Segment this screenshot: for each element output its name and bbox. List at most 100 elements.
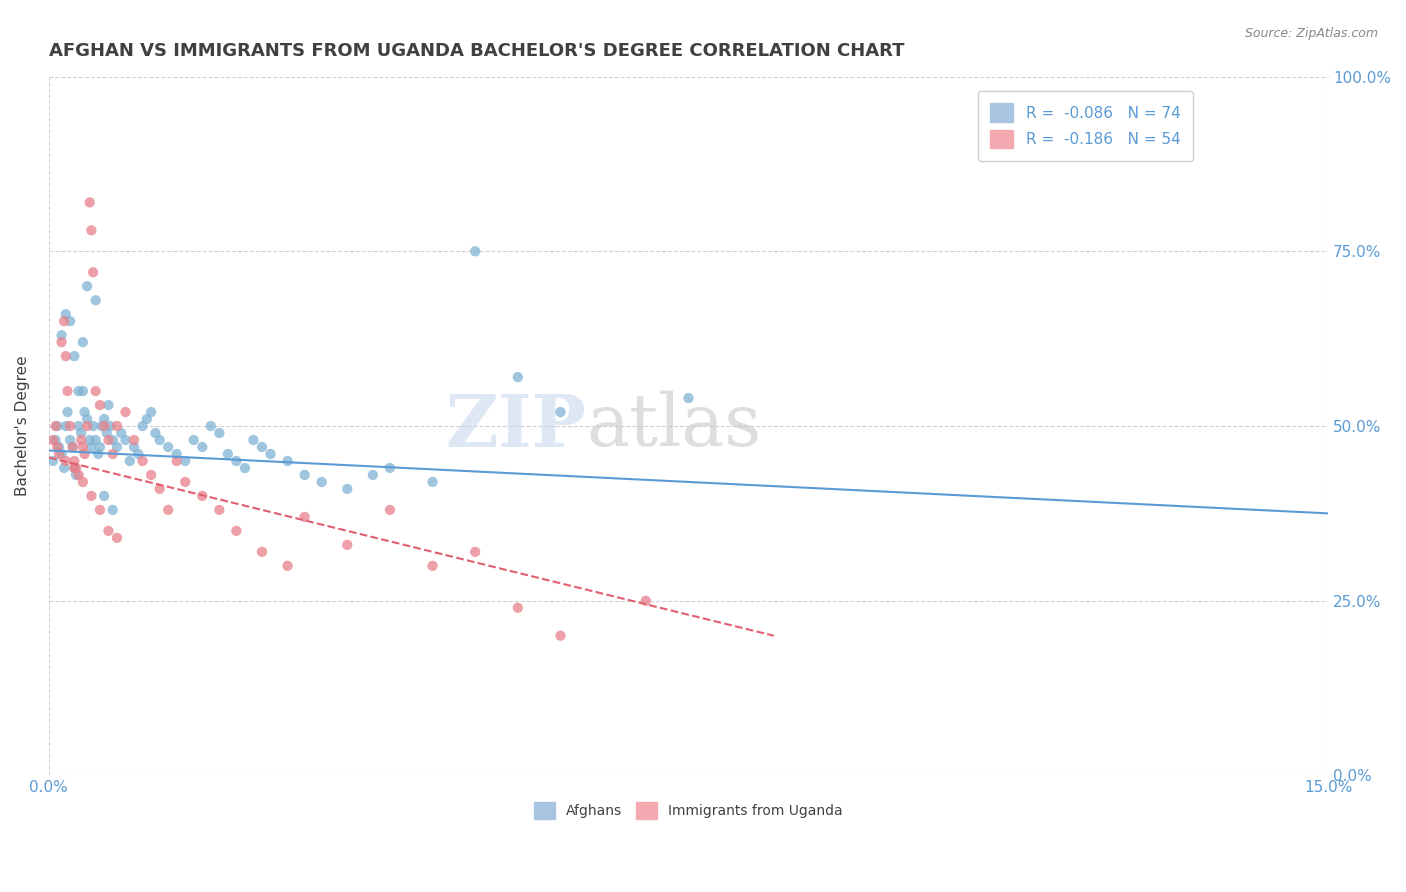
Point xyxy=(80,440,103,454)
Point xyxy=(225,524,247,538)
Point xyxy=(191,489,214,503)
Point xyxy=(105,419,128,434)
Point xyxy=(62,440,84,454)
Point xyxy=(422,475,444,489)
Point xyxy=(98,419,121,434)
Point xyxy=(56,405,79,419)
Point xyxy=(42,454,65,468)
Point xyxy=(45,433,67,447)
Point xyxy=(55,349,77,363)
Point xyxy=(72,384,94,398)
Point xyxy=(93,419,115,434)
Point xyxy=(422,558,444,573)
Point xyxy=(90,419,112,434)
Point xyxy=(82,265,104,279)
Point xyxy=(67,467,90,482)
Text: ZIP: ZIP xyxy=(446,391,586,461)
Point xyxy=(82,419,104,434)
Point xyxy=(378,503,401,517)
Point xyxy=(122,433,145,447)
Point xyxy=(157,440,180,454)
Point xyxy=(84,433,107,447)
Point xyxy=(73,447,96,461)
Point xyxy=(55,419,77,434)
Point xyxy=(200,419,222,434)
Point xyxy=(191,440,214,454)
Point xyxy=(122,440,145,454)
Point xyxy=(225,454,247,468)
Point xyxy=(59,433,82,447)
Point xyxy=(550,405,572,419)
Point xyxy=(634,593,657,607)
Point xyxy=(131,419,153,434)
Point xyxy=(217,447,239,461)
Point xyxy=(63,461,86,475)
Point xyxy=(149,482,172,496)
Point xyxy=(464,545,486,559)
Point xyxy=(42,433,65,447)
Point xyxy=(53,461,76,475)
Point xyxy=(149,433,172,447)
Text: AFGHAN VS IMMIGRANTS FROM UGANDA BACHELOR'S DEGREE CORRELATION CHART: AFGHAN VS IMMIGRANTS FROM UGANDA BACHELO… xyxy=(49,42,904,60)
Point xyxy=(79,433,101,447)
Point xyxy=(277,558,299,573)
Point xyxy=(46,419,69,434)
Point xyxy=(48,440,70,454)
Point xyxy=(174,475,197,489)
Point xyxy=(72,475,94,489)
Point xyxy=(93,412,115,426)
Point xyxy=(336,538,359,552)
Point xyxy=(131,454,153,468)
Point xyxy=(93,489,115,503)
Point xyxy=(157,503,180,517)
Point xyxy=(89,503,111,517)
Point xyxy=(139,467,162,482)
Point xyxy=(51,447,73,461)
Point xyxy=(56,384,79,398)
Point xyxy=(361,467,384,482)
Point xyxy=(70,425,93,440)
Point xyxy=(114,433,136,447)
Point xyxy=(250,440,273,454)
Point xyxy=(464,244,486,259)
Point xyxy=(46,440,69,454)
Point xyxy=(105,440,128,454)
Point xyxy=(101,433,124,447)
Point xyxy=(45,419,67,434)
Point xyxy=(84,293,107,308)
Point xyxy=(51,328,73,343)
Text: atlas: atlas xyxy=(586,391,762,461)
Point xyxy=(80,489,103,503)
Point xyxy=(65,467,87,482)
Point xyxy=(110,425,132,440)
Point xyxy=(96,425,118,440)
Point xyxy=(378,461,401,475)
Point xyxy=(80,223,103,237)
Point xyxy=(242,433,264,447)
Point xyxy=(259,447,281,461)
Point xyxy=(101,503,124,517)
Point xyxy=(118,454,141,468)
Point xyxy=(48,447,70,461)
Point xyxy=(72,440,94,454)
Point xyxy=(294,467,316,482)
Point xyxy=(311,475,333,489)
Point xyxy=(63,349,86,363)
Point xyxy=(135,412,157,426)
Point xyxy=(89,398,111,412)
Point xyxy=(294,509,316,524)
Point xyxy=(506,600,529,615)
Point xyxy=(63,461,86,475)
Point xyxy=(233,461,256,475)
Point xyxy=(76,412,98,426)
Point xyxy=(97,433,120,447)
Point xyxy=(62,440,84,454)
Point xyxy=(166,447,188,461)
Point xyxy=(70,433,93,447)
Point xyxy=(84,384,107,398)
Point xyxy=(208,503,231,517)
Point xyxy=(97,398,120,412)
Point xyxy=(127,447,149,461)
Point xyxy=(87,447,110,461)
Text: Source: ZipAtlas.com: Source: ZipAtlas.com xyxy=(1244,27,1378,40)
